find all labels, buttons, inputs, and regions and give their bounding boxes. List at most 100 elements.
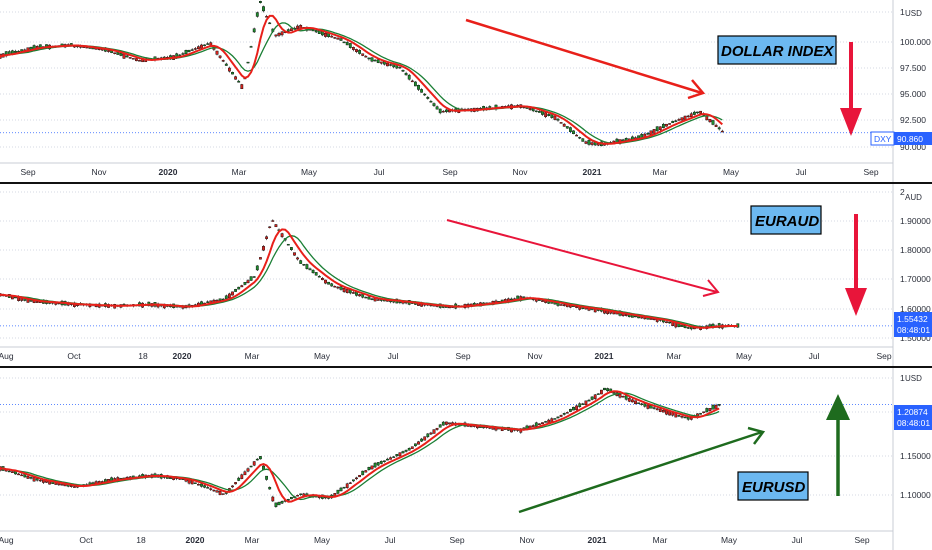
eurusd-candle bbox=[193, 482, 197, 484]
pane-divider-2[interactable] bbox=[0, 366, 932, 368]
eurusd-candle bbox=[612, 392, 616, 394]
euraud-candle bbox=[308, 268, 312, 271]
eurusd-candle bbox=[603, 387, 606, 391]
eurusd-candle bbox=[556, 416, 560, 419]
eurusd-candle bbox=[714, 404, 718, 409]
eurusd-pane[interactable]: Aug Oct 18 2020 Mar May Jul Sep Nov 2021 Mar May Jul… bbox=[0, 368, 932, 550]
dxy-candle bbox=[113, 52, 117, 54]
dxy-x-tick-label: Jul bbox=[374, 167, 385, 177]
euraud-y-tick-label: 1.70000 bbox=[900, 274, 931, 284]
dxy-candle bbox=[367, 57, 371, 60]
eurusd-candle bbox=[401, 451, 405, 454]
eurusd-candle bbox=[265, 475, 268, 480]
dxy-candle bbox=[286, 29, 290, 32]
eurusd-candle bbox=[262, 465, 265, 470]
euraud-trend-arrow-head bbox=[702, 279, 720, 297]
eurusd-moving-averages bbox=[0, 390, 720, 503]
eurusd-ma-fast-line bbox=[0, 390, 720, 503]
eurusd-x-tick-label: Jul bbox=[792, 535, 803, 545]
dxy-candle bbox=[432, 103, 436, 106]
eurusd-trend-arrow-shaft bbox=[518, 430, 763, 514]
euraud-pane[interactable]: Aug Oct 18 2020 Mar May Jul Sep Nov 2021 Mar May Jul… bbox=[0, 184, 932, 367]
eurusd-candle bbox=[640, 403, 644, 406]
dxy-x-tick-label: Sep bbox=[20, 167, 35, 177]
eurusd-candle bbox=[342, 486, 346, 489]
eurusd-x-tick-label: Sep bbox=[854, 535, 869, 545]
euraud-candle bbox=[562, 304, 566, 306]
euraud-candle bbox=[280, 233, 284, 238]
eurusd-candle bbox=[209, 488, 213, 490]
euraud-candle bbox=[299, 260, 303, 264]
euraud-x-tick-label: Nov bbox=[527, 351, 543, 361]
dxy-candle bbox=[581, 138, 585, 142]
dxy-candle bbox=[280, 31, 284, 36]
euraud-x-tick-label: 2021 bbox=[595, 351, 614, 361]
eurusd-candle bbox=[426, 433, 430, 438]
dxy-moving-averages bbox=[0, 14, 723, 145]
euraud-candle bbox=[342, 288, 346, 292]
eurusd-chart[interactable]: Aug Oct 18 2020 Mar May Jul Sep Nov 2021 Mar May Jul… bbox=[0, 368, 932, 550]
euraud-candle bbox=[293, 252, 296, 256]
dxy-candle bbox=[107, 50, 110, 52]
dxy-x-tick-label: Mar bbox=[232, 167, 247, 177]
eurusd-candle bbox=[196, 484, 200, 486]
eurusd-candle bbox=[277, 501, 281, 506]
eurusd-candle bbox=[20, 474, 24, 477]
dxy-candle bbox=[324, 32, 327, 37]
dxy-chart[interactable]: Sep Nov 2020 Mar May Jul Sep Nov 2021 Mar May Jul Se… bbox=[0, 0, 932, 183]
eurusd-candle bbox=[280, 501, 284, 504]
dxy-candle bbox=[423, 93, 427, 96]
dxy-candle bbox=[587, 139, 591, 145]
dxy-candle bbox=[674, 120, 678, 122]
eurusd-candle bbox=[581, 403, 585, 405]
eurusd-x-tick-label: Mar bbox=[653, 535, 668, 545]
euraud-x-tick-label: 18 bbox=[138, 351, 148, 361]
eurusd-candle bbox=[215, 490, 219, 493]
dxy-candle bbox=[358, 50, 361, 54]
euraud-candle bbox=[262, 246, 265, 251]
eurusd-x-tick-label: 2021 bbox=[588, 535, 607, 545]
euraud-last-price-text: 1.55432 bbox=[897, 314, 928, 324]
dxy-candle bbox=[569, 127, 572, 132]
eurusd-candle bbox=[240, 474, 244, 479]
eurusd-y-tick-label: 1 bbox=[900, 373, 905, 383]
dxy-candle bbox=[544, 112, 548, 118]
eurusd-candle bbox=[299, 493, 303, 496]
dxy-candle bbox=[407, 74, 411, 80]
dxy-candle bbox=[538, 111, 541, 113]
dxy-candle bbox=[314, 30, 318, 33]
eurusd-candle bbox=[218, 490, 222, 496]
euraud-chart[interactable]: Aug Oct 18 2020 Mar May Jul Sep Nov 2021 Mar May Jul… bbox=[0, 184, 932, 367]
dxy-candle bbox=[200, 44, 203, 49]
euraud-candle bbox=[336, 286, 340, 289]
dxy-candle bbox=[401, 70, 405, 72]
eurusd-candle bbox=[255, 458, 259, 461]
dxy-x-tick-labels: Sep Nov 2020 Mar May Jul Sep Nov 2021 Mar May Jul Se… bbox=[20, 167, 878, 177]
euraud-ma-fast-line bbox=[0, 228, 738, 329]
euraud-down-arrow-head bbox=[845, 288, 867, 316]
dxy-candle bbox=[720, 130, 724, 133]
euraud-moving-averages bbox=[0, 228, 738, 329]
eurusd-x-tick-label: Aug bbox=[0, 535, 14, 545]
eurusd-candle bbox=[637, 402, 641, 404]
dxy-candle bbox=[665, 123, 668, 127]
eurusd-candle bbox=[10, 471, 14, 473]
eurusd-candle bbox=[445, 421, 448, 425]
euraud-candle bbox=[367, 296, 371, 300]
eurusd-candle bbox=[274, 502, 278, 507]
euraud-candle bbox=[29, 300, 33, 302]
dxy-candle bbox=[379, 61, 383, 64]
eurusd-candle bbox=[429, 432, 433, 435]
eurusd-callout-box bbox=[737, 471, 809, 501]
dxy-ma-slow-line bbox=[0, 22, 723, 144]
eurusd-candle bbox=[404, 449, 408, 452]
eurusd-candle bbox=[221, 493, 225, 495]
dxy-gridlines bbox=[0, 11, 893, 148]
eurusd-candle bbox=[711, 405, 715, 410]
euraud-candle bbox=[249, 276, 253, 281]
pane-divider-1[interactable] bbox=[0, 182, 932, 184]
dxy-candle bbox=[578, 137, 582, 139]
euraud-candle bbox=[252, 276, 256, 278]
dxy-pane[interactable]: Sep Nov 2020 Mar May Jul Sep Nov 2021 Mar May Jul Se… bbox=[0, 0, 932, 183]
dxy-candle bbox=[572, 130, 575, 135]
